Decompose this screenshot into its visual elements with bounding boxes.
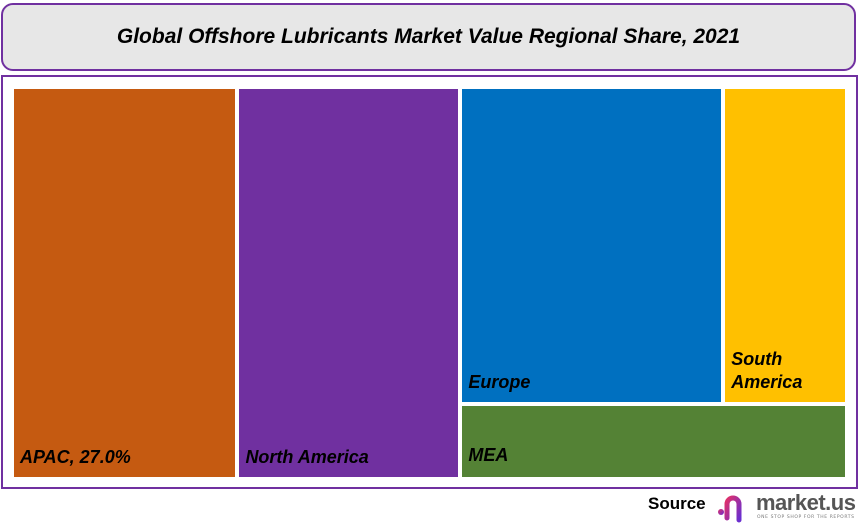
treemap-cell-south-america: South America [723, 87, 847, 405]
logo-tagline: ONE STOP SHOP FOR THE REPORTS [757, 515, 855, 520]
treemap: APAC, 27.0% North America Europe South Amer… [12, 87, 847, 479]
treemap-label: Europe [468, 372, 531, 393]
treemap-label: South America [731, 348, 803, 393]
source-label: Source [648, 494, 706, 513]
chart-title-box: Global Offshore Lubricants Market Value … [1, 3, 856, 71]
treemap-cell-apac: APAC, 27.0% [12, 87, 238, 479]
treemap-label: MEA [468, 444, 509, 465]
logo-text: market.us [756, 490, 856, 515]
treemap-label: North America [245, 446, 369, 467]
treemap-cell-north-america: North America [237, 87, 461, 479]
market-us-logo-icon [718, 495, 750, 523]
chart-title: Global Offshore Lubricants Market Value … [116, 25, 741, 48]
treemap-label: APAC, 27.0% [20, 446, 131, 467]
market-us-logo: market.us ONE STOP SHOP FOR THE REPORTS [716, 490, 856, 524]
treemap-cell-mea: MEA [460, 404, 847, 479]
treemap-cell-europe: Europe [460, 87, 724, 405]
